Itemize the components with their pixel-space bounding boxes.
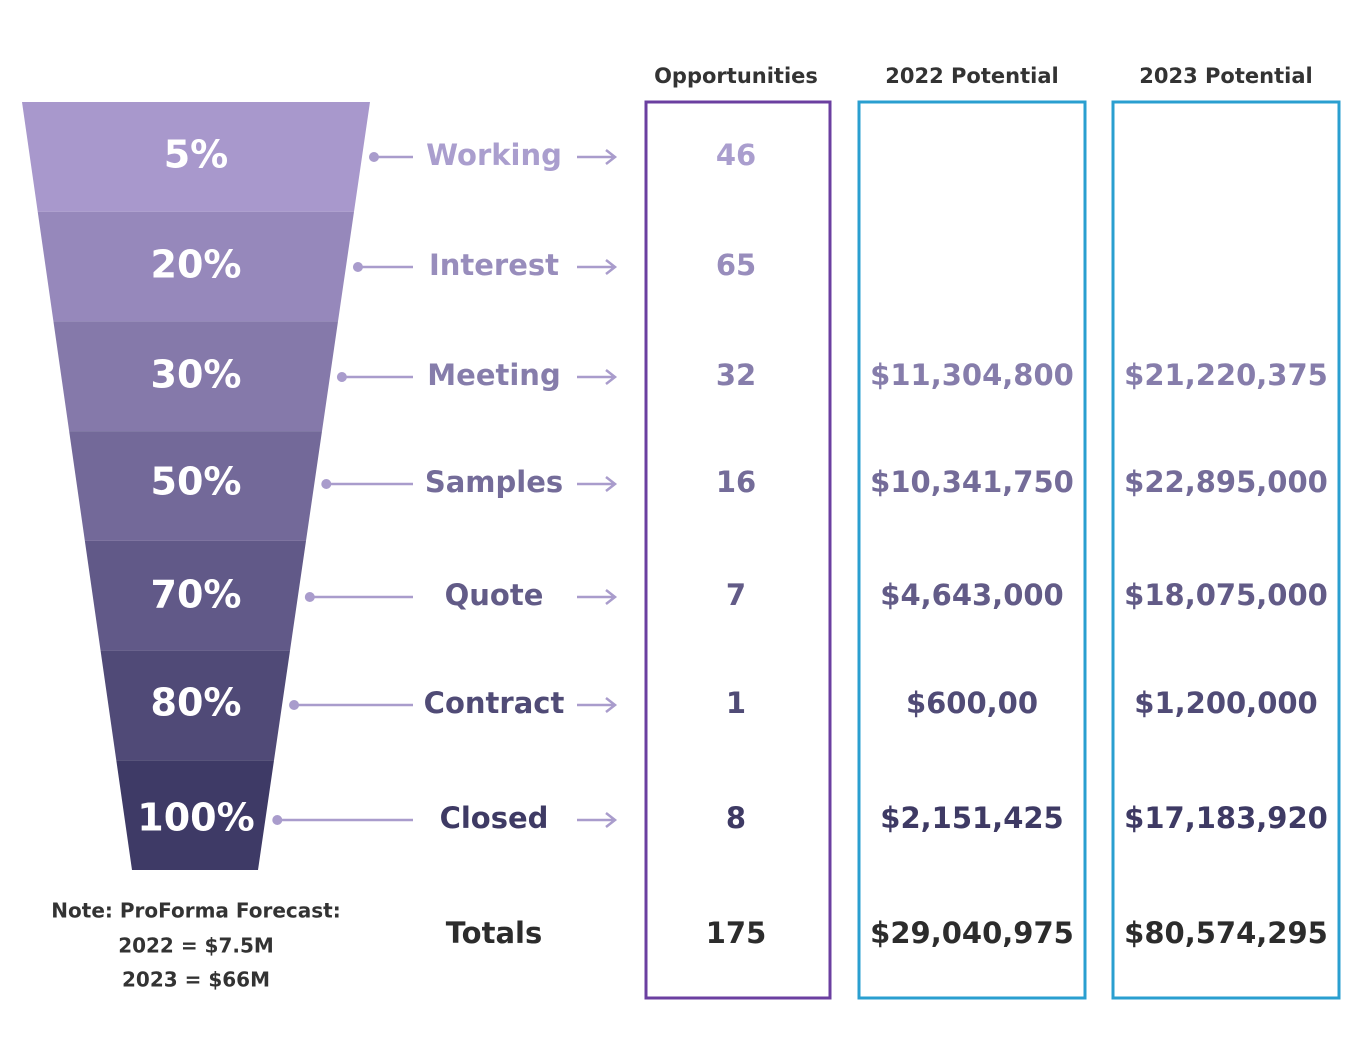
opportunities-value: 8	[726, 801, 746, 835]
funnel-band	[53, 321, 339, 432]
stage-percent: 100%	[137, 796, 254, 840]
opportunities-value: 1	[726, 686, 746, 720]
funnel-band	[116, 760, 275, 870]
stage-percent: 70%	[151, 573, 242, 617]
potential-2023-box	[1111, 100, 1341, 1000]
potential-2023-value: $18,075,000	[1124, 578, 1328, 612]
potential-2022-value: $2,151,425	[880, 801, 1063, 835]
note: 2023 = $66M	[122, 968, 270, 992]
opportunities-value: 7	[726, 578, 746, 612]
header: 2022 Potential	[885, 64, 1058, 88]
potential-2022-box	[857, 100, 1087, 1000]
funnel-band	[22, 102, 370, 212]
potential-2022-value: $4,643,000	[880, 578, 1063, 612]
opportunities-value: 65	[716, 248, 756, 282]
opportunities-value: 32	[716, 358, 756, 392]
potential-2023-value: $21,220,375	[1124, 358, 1328, 392]
stage-name: Closed	[440, 801, 549, 835]
stage-name: Samples	[425, 465, 563, 499]
opportunities-value: 46	[716, 138, 756, 172]
opportunities-box	[644, 100, 832, 1000]
arrow	[577, 589, 618, 605]
funnel-band	[69, 431, 323, 541]
funnel-band	[37, 211, 354, 322]
funnel-band	[84, 540, 306, 651]
totals-value: $80,574,295	[1124, 916, 1328, 950]
note: 2022 = $7.5M	[118, 934, 274, 958]
potential-2022-value: $10,341,750	[870, 465, 1074, 499]
stage-percent: 50%	[151, 460, 242, 504]
header: Opportunities	[654, 64, 818, 88]
arrow	[577, 812, 618, 828]
arrow	[577, 697, 618, 713]
potential-2022-value: $11,304,800	[870, 358, 1074, 392]
totals-value: $29,040,975	[870, 916, 1074, 950]
arrow	[577, 369, 618, 385]
potential-2023-value: $22,895,000	[1124, 465, 1328, 499]
stage-name: Contract	[424, 686, 565, 720]
stage-name: Meeting	[427, 358, 560, 392]
note: Note: ProForma Forecast:	[51, 899, 340, 923]
arrow	[577, 476, 618, 492]
potential-2022-value: $600,00	[906, 686, 1038, 720]
funnel-band	[100, 650, 290, 761]
opportunities-value: 16	[716, 465, 756, 499]
potential-2023-value: $1,200,000	[1134, 686, 1317, 720]
header: 2023 Potential	[1139, 64, 1312, 88]
arrow	[577, 259, 618, 275]
totals-label: Totals	[446, 916, 543, 950]
potential-2023-value: $17,183,920	[1124, 801, 1328, 835]
arrow	[577, 149, 618, 165]
stage-name: Interest	[429, 248, 559, 282]
stage-name: Quote	[445, 578, 544, 612]
totals-value: 175	[706, 916, 767, 950]
stage-percent: 30%	[151, 353, 242, 397]
stage-percent: 20%	[151, 243, 242, 287]
stage-percent: 5%	[164, 133, 229, 177]
stage-name: Working	[426, 138, 562, 172]
stage-percent: 80%	[151, 681, 242, 725]
